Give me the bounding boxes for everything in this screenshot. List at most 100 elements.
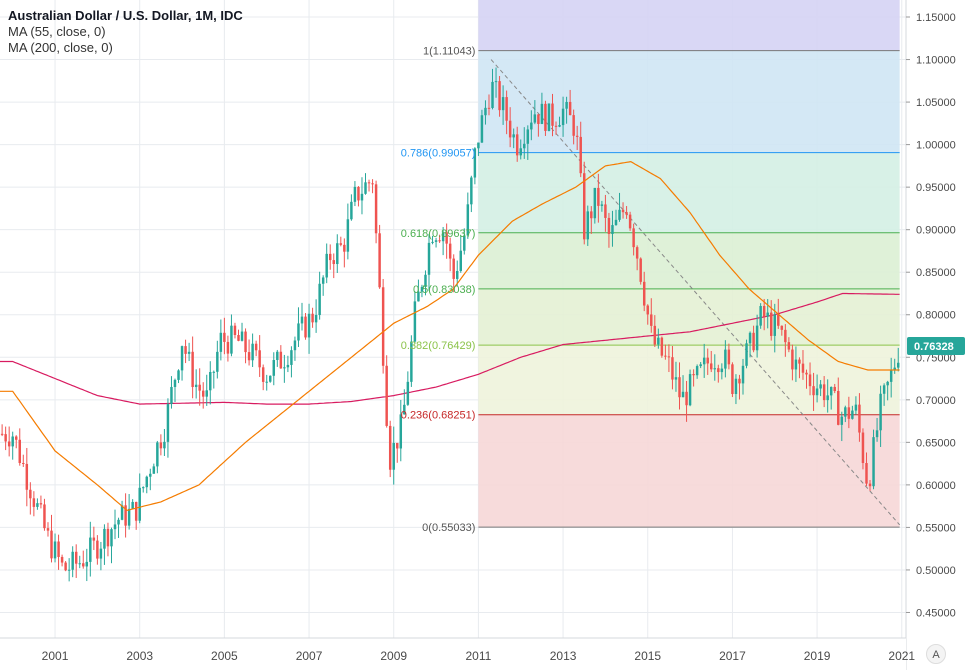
- candle-body: [487, 107, 491, 109]
- candle-body: [777, 314, 780, 326]
- candle-body: [759, 306, 762, 326]
- candle-body: [142, 487, 145, 489]
- candle-body: [258, 350, 261, 368]
- candle-body: [14, 436, 18, 440]
- candle-body: [798, 359, 801, 364]
- price-tick-label: 0.70000: [916, 395, 956, 407]
- candle-body: [590, 211, 593, 219]
- candle-body: [738, 378, 741, 384]
- candle-body: [191, 351, 194, 388]
- candle-body: [39, 503, 43, 505]
- candle-body: [364, 182, 367, 194]
- candle-body: [660, 337, 664, 356]
- time-tick-label: 2011: [465, 649, 491, 663]
- candle-body: [618, 209, 621, 220]
- candle-body: [586, 211, 590, 240]
- candle-body: [314, 314, 318, 323]
- candle-body: [819, 384, 822, 389]
- candle-body: [434, 240, 438, 242]
- candle-body: [381, 287, 385, 366]
- candle-body: [695, 366, 699, 376]
- last-price-badge[interactable]: [907, 336, 965, 355]
- candle-body: [194, 384, 198, 388]
- auto-scale-button[interactable]: A: [926, 644, 946, 664]
- candle-body: [593, 187, 597, 219]
- candle-body: [371, 183, 374, 185]
- candle-body: [82, 563, 85, 567]
- candle-body: [328, 253, 332, 261]
- price-axis[interactable]: 1.15000 1.10000 1.05000 1.00000 0.95000 0.900…: [905, 0, 967, 670]
- price-tick-label: 1.05000: [916, 97, 956, 109]
- candle-body: [187, 351, 191, 354]
- candle-body: [699, 364, 702, 367]
- fib-zone: [478, 152, 900, 233]
- time-tick-label: 2017: [719, 649, 746, 663]
- candle-body: [152, 466, 156, 474]
- time-tick-label: 2013: [550, 649, 577, 663]
- trendline[interactable]: [490, 59, 901, 526]
- candle-body: [318, 283, 321, 315]
- indicator-ma55-label[interactable]: MA (55, close, 0): [8, 24, 106, 39]
- candle-body: [628, 214, 632, 229]
- candle-body: [113, 524, 117, 530]
- candle-body: [769, 312, 773, 336]
- candle-body: [882, 385, 886, 394]
- candle-body: [332, 260, 335, 265]
- candle-body: [519, 148, 522, 156]
- symbol-title[interactable]: Australian Dollar / U.S. Dollar, 1M, IDC: [8, 8, 243, 23]
- candle-body: [46, 528, 50, 531]
- candle-body: [851, 410, 854, 419]
- candle-body: [78, 563, 81, 565]
- time-axis-bg: [0, 638, 906, 670]
- candle-body: [642, 281, 646, 306]
- candle-body: [787, 342, 791, 350]
- price-tick-label: 0.85000: [916, 267, 956, 279]
- fib-level-label: 0(0.55033): [422, 522, 475, 534]
- candle-body: [561, 108, 565, 126]
- candle-body: [311, 313, 314, 323]
- candle-body: [427, 242, 431, 275]
- candle-body: [724, 349, 727, 369]
- candle-body: [233, 325, 237, 335]
- fib-zone-top: [478, 0, 900, 51]
- candle-body: [350, 201, 353, 220]
- candle-body: [346, 219, 350, 252]
- price-tick-label: 0.65000: [916, 437, 956, 449]
- candle-body: [230, 325, 233, 354]
- candle-body: [671, 357, 674, 380]
- fib-trendline[interactable]: [490, 59, 901, 526]
- candle-body: [29, 489, 32, 499]
- candle-body: [138, 487, 141, 521]
- candle-body: [717, 368, 720, 373]
- candle-body: [166, 404, 170, 442]
- candle-body: [99, 548, 103, 559]
- candle-body: [879, 393, 882, 431]
- candle-body: [159, 442, 163, 449]
- candle-body: [120, 505, 124, 520]
- candle-body: [463, 235, 466, 251]
- candle-body: [297, 323, 300, 341]
- time-axis[interactable]: 2001 2003 2005 2007 2009 2011 2013 2015 2017 2019…: [0, 637, 915, 670]
- candle-body: [254, 343, 258, 351]
- candle-body: [808, 374, 812, 387]
- candle-body: [657, 337, 660, 345]
- price-tick-label: 0.95000: [916, 182, 956, 194]
- candle-body: [748, 332, 752, 344]
- indicator-ma200-label[interactable]: MA (200, close, 0): [8, 40, 113, 55]
- candle-body: [89, 537, 92, 562]
- candle-body: [131, 501, 134, 509]
- candle-body: [720, 368, 724, 373]
- fibonacci-retracement[interactable]: [478, 0, 900, 528]
- candle-body: [251, 343, 254, 361]
- candle-body: [681, 391, 685, 398]
- candle-body: [455, 270, 459, 279]
- candle-body: [360, 193, 364, 201]
- candle-body: [752, 332, 755, 351]
- candle-body: [127, 508, 131, 526]
- candle-body: [106, 528, 110, 547]
- fib-level-label: 0.236(0.68251): [401, 410, 476, 422]
- candle-body: [886, 381, 889, 386]
- candle-body: [706, 357, 709, 364]
- candle-body: [237, 334, 240, 341]
